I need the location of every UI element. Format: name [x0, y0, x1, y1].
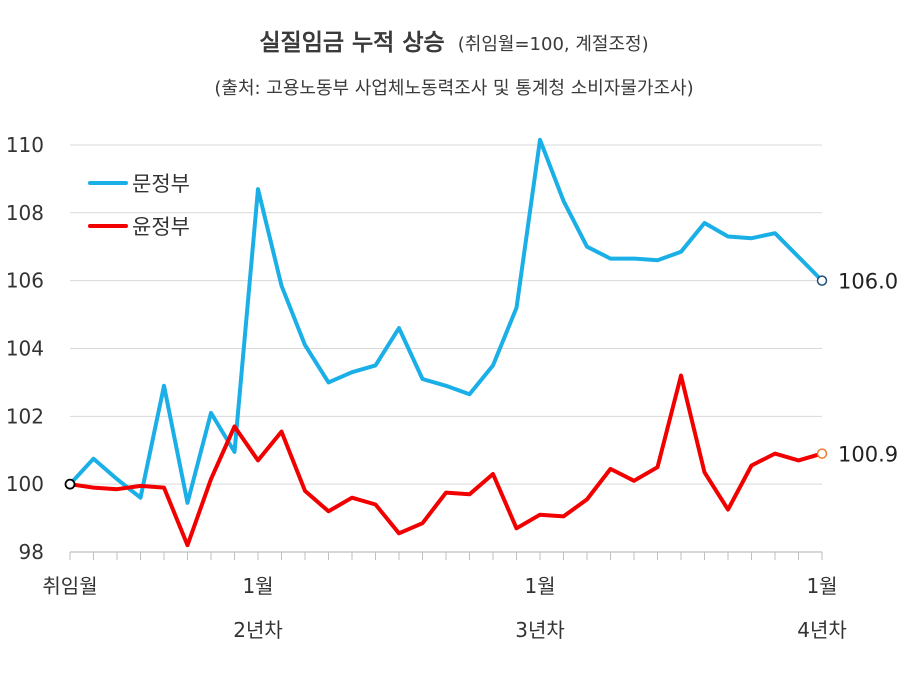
plot-area: 106.0 100.9	[64, 137, 898, 548]
series-line-1	[68, 137, 824, 505]
gridlines	[70, 144, 822, 485]
series-end-label-2: 100.9	[838, 443, 898, 467]
x-group-label: 4년차	[797, 618, 847, 642]
y-tick-label: 110	[6, 133, 44, 157]
x-group-label: 2년차	[233, 618, 283, 642]
series-end-point-2	[816, 448, 828, 459]
y-tick-label: 102	[6, 404, 44, 428]
x-axis: 취임월 1월 2년차 1월 3년차 1월 4년차	[42, 552, 847, 642]
legend-label-2: 윤정부	[132, 215, 190, 239]
y-tick-label: 98	[19, 540, 44, 564]
y-tick-label: 108	[6, 201, 44, 225]
x-tick-label: 1월	[242, 574, 273, 598]
x-group-label: 3년차	[515, 618, 565, 642]
chart-title-main: 실질임금 누적 상승	[259, 30, 444, 56]
y-tick-label: 104	[6, 336, 44, 360]
y-axis: 98 100 102 104 106 108 110	[6, 133, 44, 564]
y-tick-label: 106	[6, 269, 44, 293]
chart-title-note: (취임월=100, 계절조정)	[458, 34, 649, 55]
series-line-2	[68, 373, 824, 548]
x-tick-label: 취임월	[42, 574, 97, 598]
y-tick-label: 100	[6, 472, 44, 496]
x-tick-label: 1월	[524, 574, 555, 598]
legend-label-1: 문정부	[132, 172, 190, 196]
start-point	[64, 478, 76, 490]
series-end-point-1	[816, 275, 828, 286]
chart-title: 실질임금 누적 상승 (취임월=100, 계절조정)	[259, 30, 648, 56]
series-end-label-1: 106.0	[838, 270, 898, 294]
chart-subtitle: (출처: 고용노동부 사업체노동력조사 및 통계청 소비자물가조사)	[214, 78, 693, 99]
x-tick-label: 1월	[806, 574, 837, 598]
